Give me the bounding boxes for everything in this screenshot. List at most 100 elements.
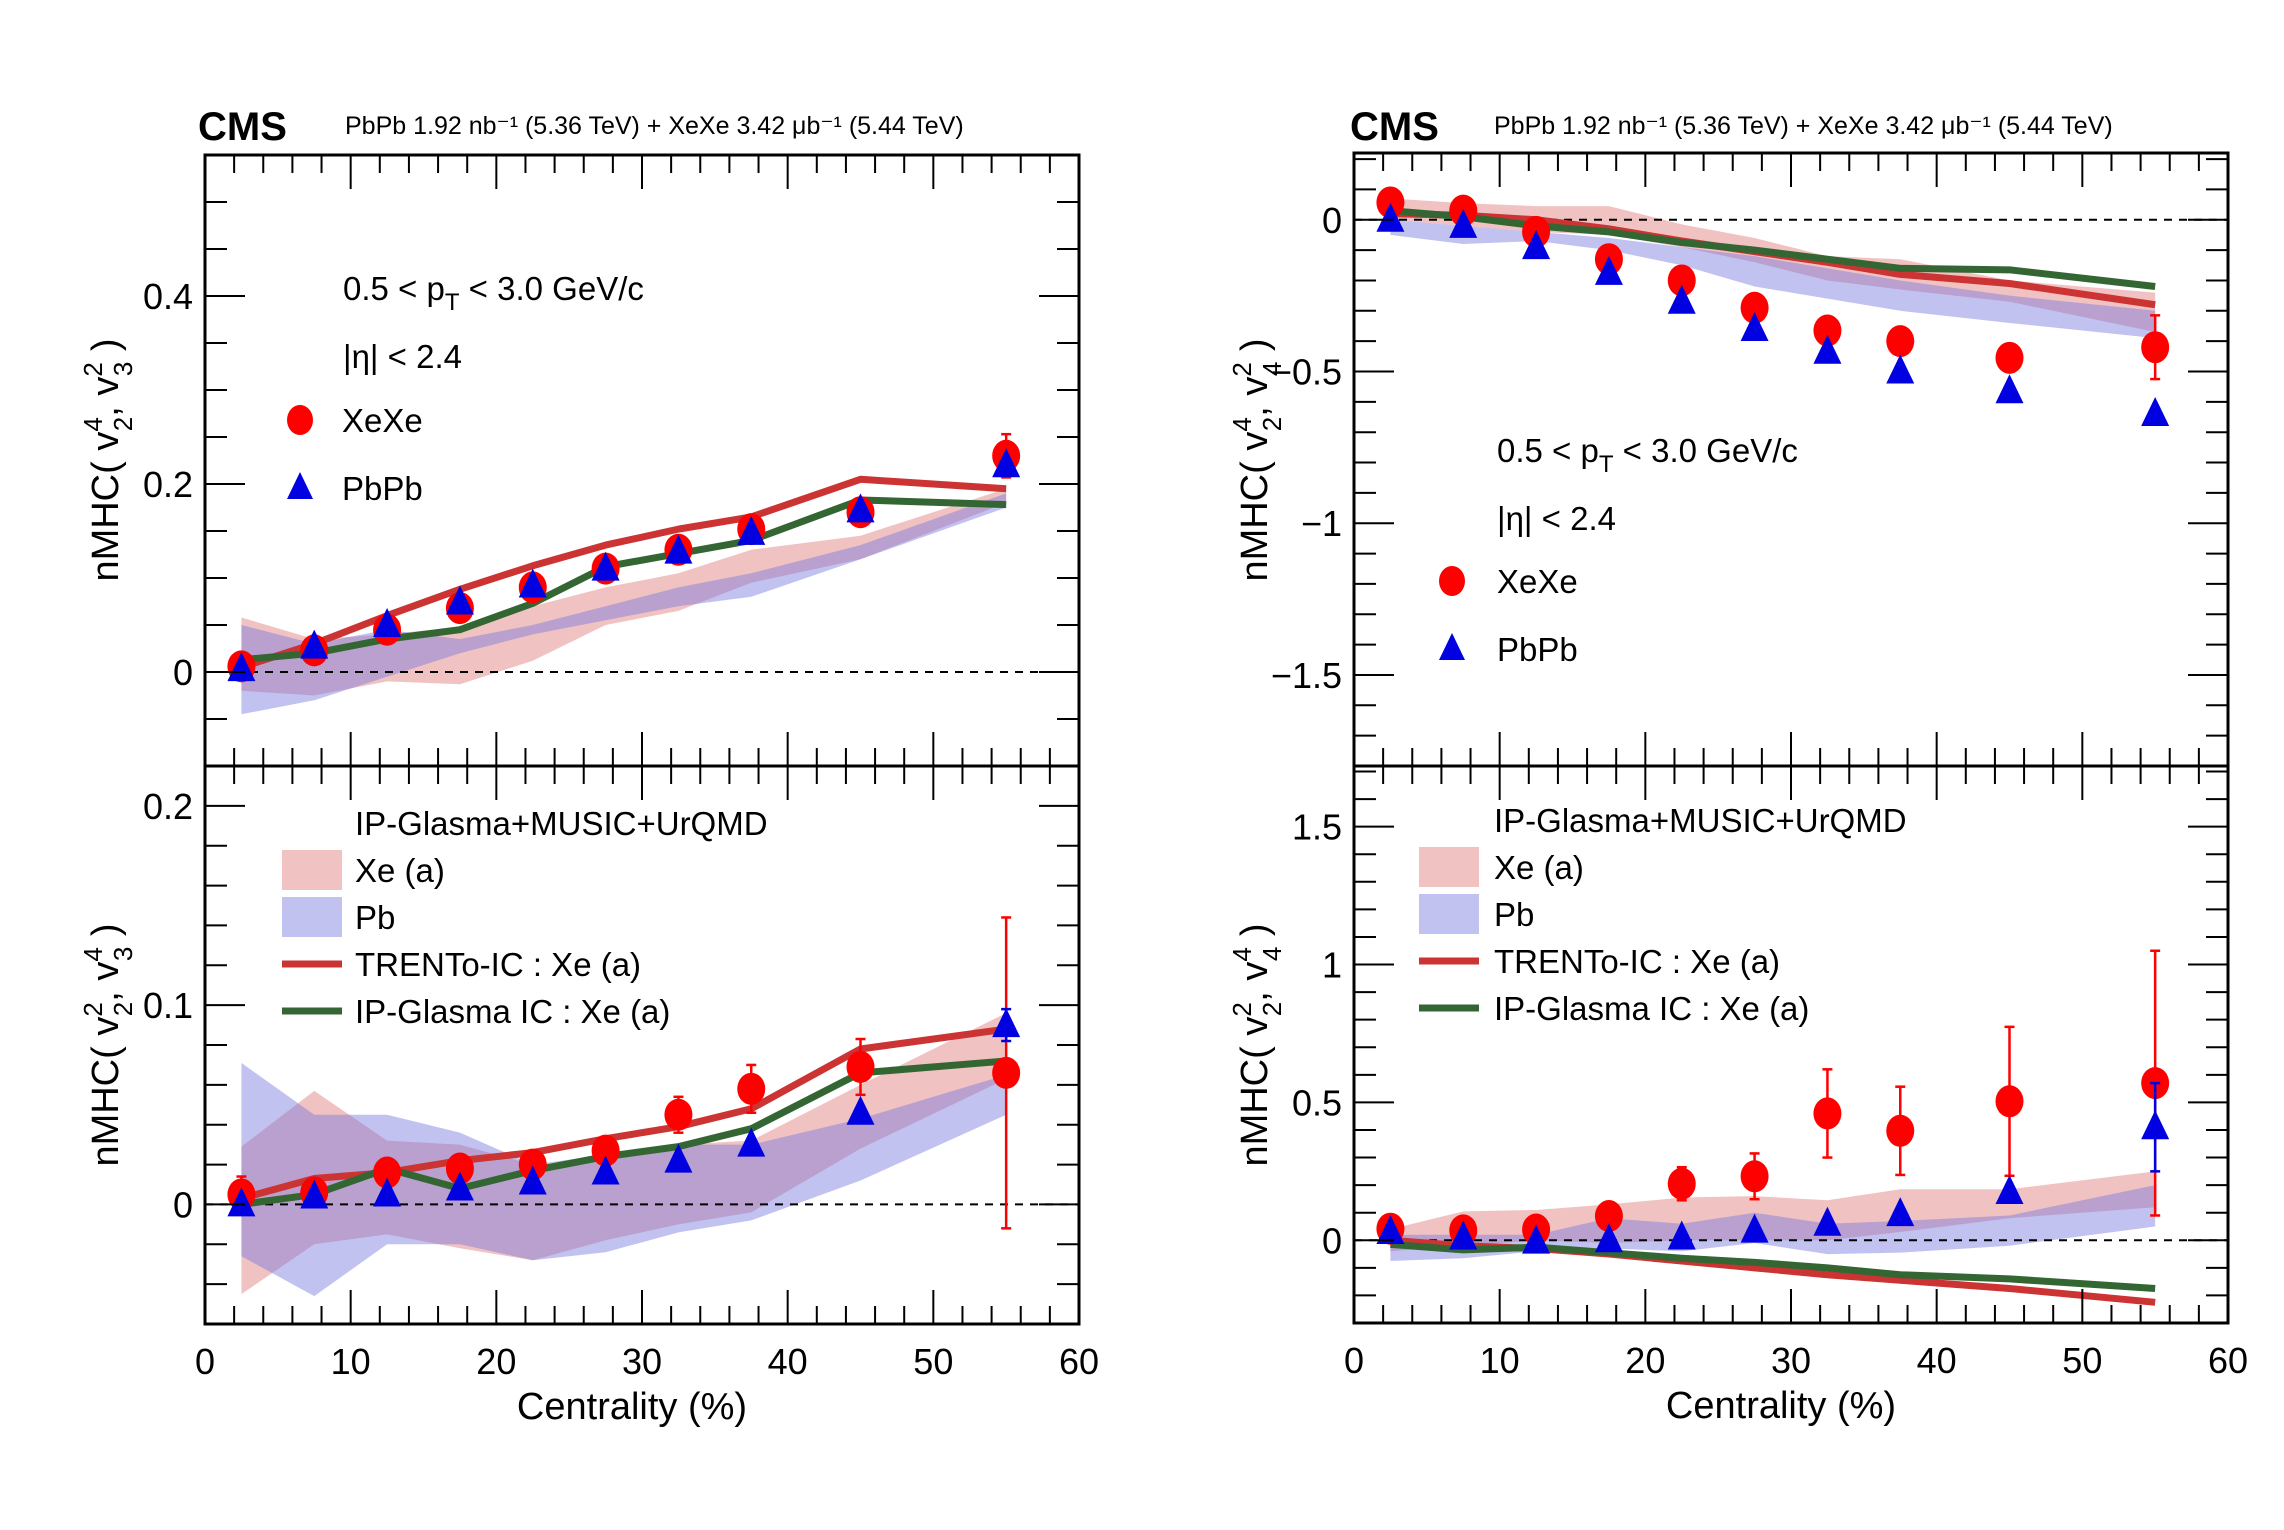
y-axis-title-part: nMHC( v: [1234, 1017, 1276, 1167]
pbpb-point: [1667, 1220, 1696, 1250]
pbpb-point: [1594, 1223, 1623, 1253]
y-tick-label: 0: [173, 1184, 193, 1225]
pbpb-point: [300, 629, 329, 659]
pbpb-point: [1449, 1220, 1478, 1250]
legend-header: IP-Glasma+MUSIC+UrQMD: [1494, 802, 1907, 839]
x-tick-label: 60: [2208, 1340, 2248, 1381]
y-axis-title-part: ): [85, 923, 127, 946]
y-axis-title-part: nMHC( v: [85, 1017, 127, 1167]
pbpb-point: [1522, 1224, 1551, 1254]
band-xe: [241, 488, 1007, 696]
ipglasma-line: [240, 1057, 1007, 1208]
pbpb-point: [737, 515, 766, 545]
x-tick-label: 50: [2062, 1340, 2102, 1381]
y-tick-label: 0: [173, 652, 193, 693]
plot-area: [205, 916, 1079, 1297]
legend-pbpb-marker: [287, 472, 313, 499]
panel-bottom-right: 0 0.5 1 1.5 0 10 20 30 40 50 60 Centrality (%) nMHC(…: [1227, 764, 2248, 1427]
y-axis-title-part: 2: [108, 417, 138, 431]
y-axis-title: nMHC( v42, v23 ): [78, 338, 138, 581]
xexe-point: [664, 1098, 693, 1131]
xexe-point: [1740, 1160, 1769, 1193]
xexe-point: [1813, 1097, 1842, 1130]
trento-line: [240, 475, 1007, 671]
pt-range-annotation: 0.5 < pT < 3.0 GeV/c: [343, 270, 644, 316]
band-xe: [1390, 1171, 2156, 1252]
pbpb-point: [846, 1095, 875, 1125]
y-axis-title-part: 4: [1257, 947, 1287, 961]
band-pb: [1390, 219, 2156, 339]
legend-label: XeXe: [342, 402, 423, 439]
y-axis-title-part: nMHC( v: [1234, 432, 1276, 582]
pbpb-point: [1813, 334, 1842, 364]
legend-label: PbPb: [1497, 631, 1578, 668]
x-tick-label: 60: [1059, 1341, 1099, 1382]
pbpb-point: [1594, 255, 1623, 285]
xexe-point: [2141, 331, 2170, 364]
pbpb-point: [1376, 202, 1405, 232]
x-tick-label: 20: [1625, 1340, 1665, 1381]
ipglasma-line: [1390, 1240, 2156, 1293]
y-axis-title-part: 2: [1257, 1002, 1287, 1016]
plot-area: [1354, 186, 2228, 426]
cms-label-right: CMS: [1350, 105, 1439, 149]
pbpb-point: [992, 448, 1021, 478]
lumi-label-left: PbPb 1.92 nb⁻¹ (5.36 TeV) + XeXe 3.42 μb…: [345, 112, 964, 140]
band-pb: [241, 493, 1007, 715]
legend-swatch-xe-band: [282, 850, 342, 890]
y-tick-label: 0.2: [143, 464, 193, 505]
xexe-point: [1667, 1167, 1696, 1200]
xexe-point: [1813, 314, 1842, 347]
y-axis-title-part: nMHC( v: [85, 432, 127, 582]
xexe-point: [846, 1050, 875, 1083]
y-tick-label: 0.2: [143, 786, 193, 827]
y-axis-title: nMHC( v42, v24 ): [1227, 338, 1287, 581]
legend-label: Pb: [1494, 896, 1534, 933]
y-axis-title: nMHC( v22, v44 ): [1227, 923, 1287, 1166]
x-tick-label: 30: [1771, 1340, 1811, 1381]
xexe-point: [1995, 341, 2024, 374]
y-axis-title-part: , v: [85, 377, 127, 417]
y-axis-title-part: ): [85, 338, 127, 361]
legend-label: TRENTo-IC : Xe (a): [355, 946, 641, 983]
cms-label-left: CMS: [198, 105, 287, 149]
y-tick-label: 1: [1322, 945, 1342, 986]
legend-swatch-pb-band: [1419, 894, 1479, 934]
y-axis-title-part: 4: [1227, 947, 1257, 961]
legend-label: Xe (a): [1494, 849, 1584, 886]
legend-label: TRENTo-IC : Xe (a): [1494, 943, 1780, 980]
pbpb-point: [1522, 230, 1551, 260]
ipglasma-line: [1390, 207, 2156, 291]
xexe-point: [445, 1152, 474, 1185]
y-tick-label: 0.5: [1292, 1082, 1342, 1123]
pbpb-point: [846, 493, 875, 523]
pbpb-point: [2141, 1110, 2170, 1140]
legend: XeXe PbPb: [287, 402, 423, 507]
y-axis-title-part: , v: [1234, 377, 1276, 417]
pt-annot-a: 0.5 < p: [343, 270, 445, 307]
pbpb-point: [1813, 1206, 1842, 1236]
y-axis-title-part: 2: [1257, 417, 1287, 431]
y-axis-title-part: 2: [1227, 1002, 1257, 1016]
xexe-point: [1376, 186, 1405, 219]
legend: XeXe PbPb: [1439, 563, 1578, 668]
plot-area: [205, 432, 1079, 715]
pbpb-point: [1667, 284, 1696, 314]
legend: IP-Glasma+MUSIC+UrQMD Xe (a) Pb TRENTo-IC :…: [282, 805, 768, 1030]
y-axis-title-part: 2: [78, 362, 108, 376]
x-tick-label: 0: [1344, 1340, 1364, 1381]
xexe-point: [992, 1056, 1021, 1089]
y-axis-title-part: 2: [78, 1002, 108, 1016]
pt-annot-a: 0.5 < p: [1497, 432, 1599, 469]
x-axis-title: Centrality (%): [517, 1386, 747, 1428]
pbpb-point: [300, 1179, 329, 1209]
y-tick-label: 0: [1322, 200, 1342, 241]
pbpb-point: [1449, 208, 1478, 238]
y-tick-label: −1: [1301, 503, 1342, 544]
y-axis-title-part: , v: [1234, 962, 1276, 1002]
band-xe: [241, 1013, 1007, 1295]
pbpb-point: [227, 652, 256, 682]
pt-annot-b: < 3.0 GeV/c: [460, 270, 644, 307]
